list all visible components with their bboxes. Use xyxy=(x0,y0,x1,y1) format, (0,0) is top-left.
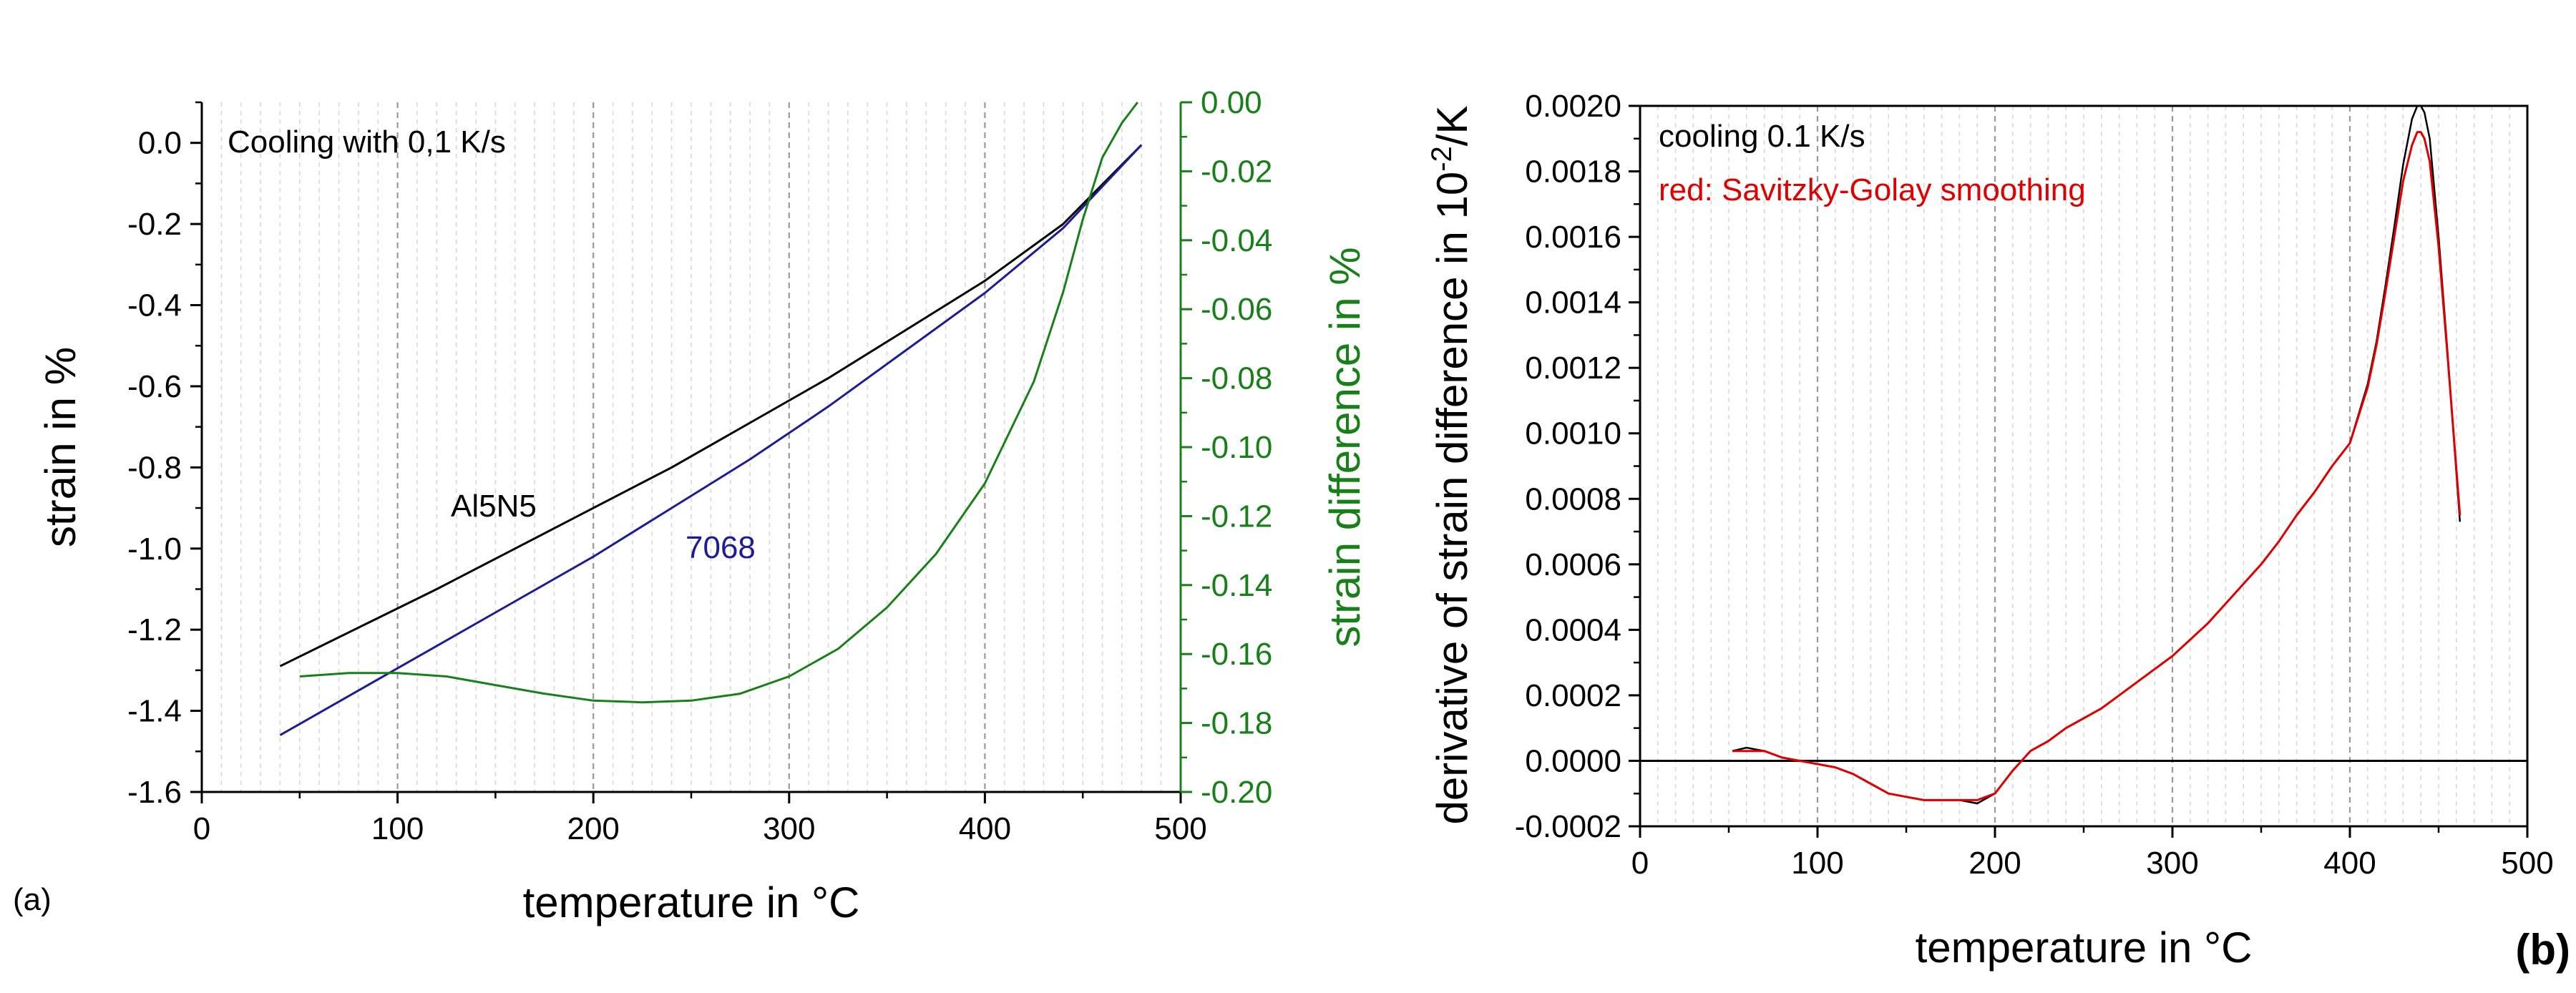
panel-b-y-tick-label: 0.0006 xyxy=(1525,547,1621,582)
panel-b-y-ticks: 0.0020 0.0018 0.0016 0.0014 0.0012 0.0010 0.00… xyxy=(1515,89,1640,844)
panel-a-y2-tick-label: -0.04 xyxy=(1201,223,1272,258)
series-line-savitzky-golay xyxy=(1732,131,2462,801)
panel-a: 0 100 200 300 400 500 0.0 -0.2 -0.4 -0.6 -0.8 -1.0… xyxy=(13,85,1369,926)
panel-b-y-tick-label: 0.0000 xyxy=(1525,743,1621,778)
panel-a-y2-tick-label: -0.14 xyxy=(1201,568,1272,603)
panel-a-x-tick-label: 200 xyxy=(567,811,619,846)
series-line-al5n5 xyxy=(279,144,1143,667)
panel-b-series xyxy=(1732,104,2462,805)
panel-b-annotation-smoothing: red: Savitzky-Golay smoothing xyxy=(1659,172,2086,207)
panel-b-y-axis-title-suffix: /K xyxy=(1428,105,1476,146)
series-line-strain-difference xyxy=(299,102,1138,704)
panel-b-x-ticks: 0 100 200 300 400 500 xyxy=(1631,826,2554,881)
panel-b-y-axis-title-prefix: derivative of strain difference in 10 xyxy=(1428,172,1476,825)
panel-b-x-tick-label: 400 xyxy=(2323,846,2376,881)
panel-a-y2-tick-label: -0.10 xyxy=(1201,430,1272,465)
panel-a-annotation: Cooling with 0,1 K/s xyxy=(228,124,506,160)
panel-a-y2-tick-label: -0.16 xyxy=(1201,637,1272,672)
panel-a-y2-tick-label: -0.06 xyxy=(1201,292,1272,327)
panel-b-x-tick-label: 200 xyxy=(1968,846,2021,881)
panel-b-y-tick-label: 0.0010 xyxy=(1525,416,1621,451)
panel-b-x-tick-label: 100 xyxy=(1791,846,1843,881)
panel-b-y-axis-title-superscript: -2 xyxy=(1426,146,1458,172)
panel-a-label: (a) xyxy=(13,882,52,917)
panel-a-x-tick-label: 300 xyxy=(763,811,815,846)
panel-b-y-tick-label: 0.0014 xyxy=(1525,285,1621,321)
panel-a-y-tick-label: -0.2 xyxy=(127,207,182,242)
panel-a-y2-tick-label: -0.18 xyxy=(1201,706,1272,741)
panel-a-y2-tick-label: -0.20 xyxy=(1201,775,1272,810)
panel-a-x-tick-label: 400 xyxy=(959,811,1011,846)
panel-a-y2-ticks: 0.00 -0.02 -0.04 -0.06 -0.08 -0.10 -0.12 -0.14 -… xyxy=(1181,85,1272,810)
panel-b-y-tick-label: 0.0004 xyxy=(1525,612,1621,647)
panel-a-y-tick-label: -1.6 xyxy=(127,775,182,810)
panel-b-annotation: cooling 0.1 K/s xyxy=(1659,119,1865,154)
panel-b-y-tick-label: 0.0008 xyxy=(1525,481,1621,517)
panel-b-x-tick-label: 300 xyxy=(2146,846,2198,881)
panel-a-y2-tick-label: -0.08 xyxy=(1201,361,1272,396)
panel-a-y2-tick-label: 0.00 xyxy=(1201,85,1262,120)
panel-a-x-tick-label: 0 xyxy=(193,811,210,846)
panel-a-x-tick-label: 500 xyxy=(1154,811,1206,846)
panel-a-y-tick-label: -0.6 xyxy=(127,369,182,404)
panel-a-y-tick-label: 0.0 xyxy=(138,126,182,161)
panel-a-y2-tick-label: -0.12 xyxy=(1201,499,1272,534)
panel-a-x-ticks: 0 100 200 300 400 500 xyxy=(193,792,1207,846)
panel-a-y-tick-label: -0.8 xyxy=(127,450,182,485)
panel-a-y-axis-title: strain in % xyxy=(36,347,84,547)
panel-b-y-tick-label: 0.0016 xyxy=(1525,220,1621,255)
panel-a-x-tick-label: 100 xyxy=(371,811,424,846)
panel-a-x-axis-title: temperature in °C xyxy=(523,879,860,926)
panel-b-y-tick-label: 0.0002 xyxy=(1525,678,1621,713)
series-label-al5n5: Al5N5 xyxy=(451,489,537,524)
panel-b-y-axis-title: derivative of strain difference in 10-2/… xyxy=(1426,105,1476,824)
series-line-7068 xyxy=(279,144,1143,736)
panel-a-y2-tick-label: -0.02 xyxy=(1201,154,1272,189)
panel-a-y-tick-label: -1.4 xyxy=(127,694,182,729)
series-label-7068: 7068 xyxy=(686,530,756,565)
panel-b-y-tick-label: 0.0018 xyxy=(1525,155,1621,190)
panel-a-y-ticks: 0.0 -0.2 -0.4 -0.6 -0.8 -1.0 -1.2 -1.4 -1.6 xyxy=(127,101,202,810)
panel-b-x-tick-label: 0 xyxy=(1631,846,1649,881)
panel-b-x-tick-label: 500 xyxy=(2501,846,2553,881)
panel-b-label: (b) xyxy=(2515,926,2570,974)
panel-b-y-tick-label: -0.0002 xyxy=(1515,809,1621,844)
panel-a-y-tick-label: -1.0 xyxy=(127,532,182,567)
panel-b: 0 100 200 300 400 500 0.0020 0.0018 0.0016 0.001… xyxy=(1426,89,2570,974)
panel-a-series xyxy=(279,102,1143,736)
panel-b-y-tick-label: 0.0020 xyxy=(1525,89,1621,124)
panel-a-y-tick-label: -0.4 xyxy=(127,288,182,323)
panel-a-y-tick-label: -1.2 xyxy=(127,612,182,647)
panel-b-y-tick-label: 0.0012 xyxy=(1525,351,1621,386)
panel-b-x-axis-title: temperature in °C xyxy=(1916,924,2253,972)
panel-a-y2-axis-title: strain difference in % xyxy=(1321,247,1369,647)
